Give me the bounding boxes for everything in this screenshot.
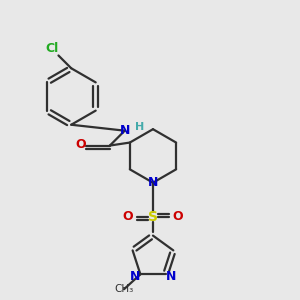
- Text: CH₃: CH₃: [114, 284, 134, 294]
- Text: N: N: [166, 270, 176, 283]
- Text: O: O: [75, 138, 86, 151]
- Text: N: N: [130, 270, 140, 283]
- Text: S: S: [148, 210, 158, 224]
- Text: H: H: [135, 122, 144, 132]
- Text: O: O: [123, 210, 133, 223]
- Text: O: O: [172, 210, 183, 223]
- Text: N: N: [148, 176, 158, 189]
- Text: N: N: [119, 124, 130, 137]
- Text: Cl: Cl: [45, 42, 58, 56]
